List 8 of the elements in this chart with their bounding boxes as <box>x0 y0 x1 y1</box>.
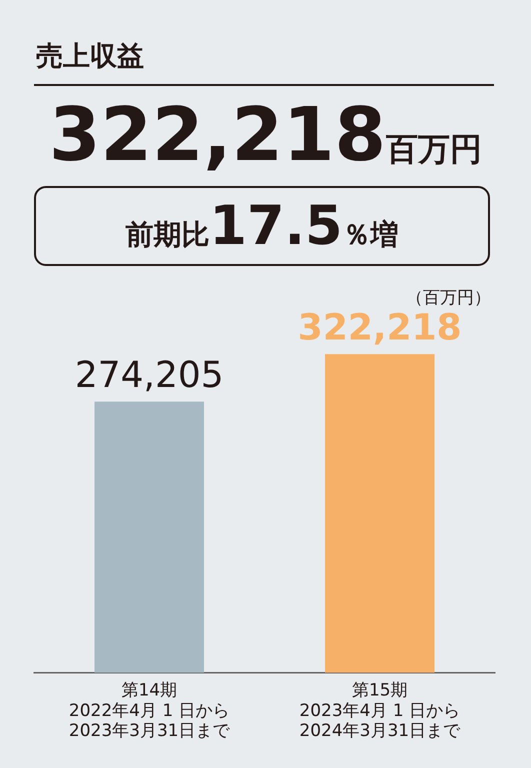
x-tick-label: 第15期 2023年4月 1 日から 2024年3月31日まで <box>299 680 462 742</box>
x-tick-label: 第14期 2022年4月 1 日から 2023年3月31日まで <box>68 680 231 742</box>
y-axis-title: （百万円） <box>406 287 491 309</box>
chart-subtitle: 322,218百万円 <box>48 92 482 178</box>
text: 前期比17.5％増 <box>125 194 399 257</box>
data-label: 322,218 <box>298 308 462 349</box>
data-label: 274,205 <box>74 355 224 396</box>
chart-title: 売上収益 <box>36 40 144 74</box>
